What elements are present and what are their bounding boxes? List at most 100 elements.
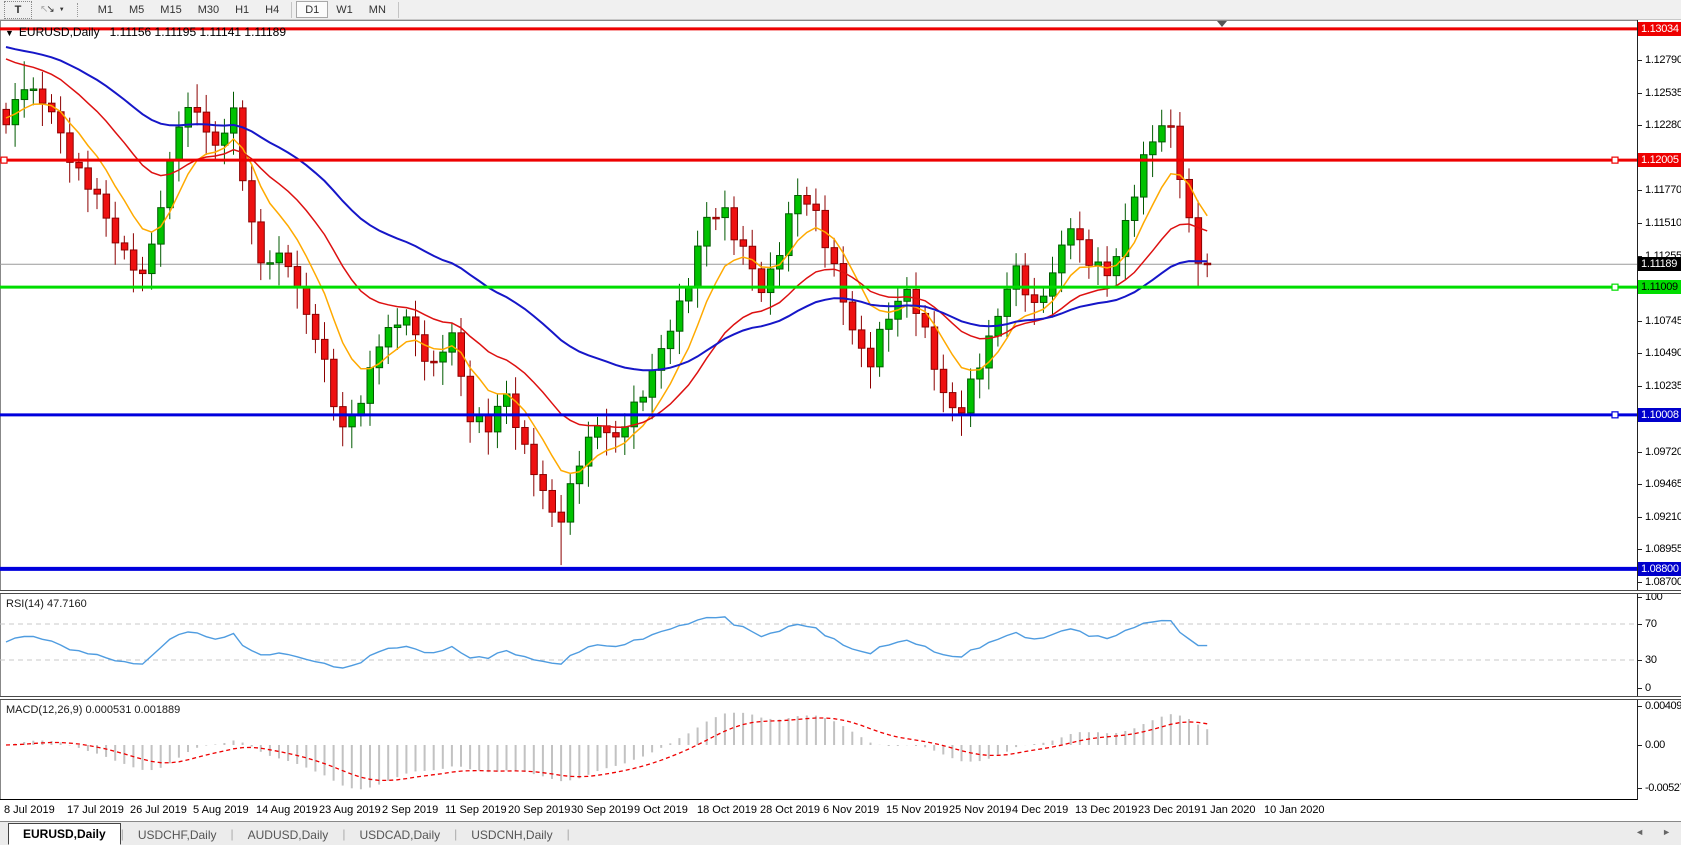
toolbar-separator [397, 1, 399, 18]
chart-title: ▼ EURUSD,Daily 1.11156 1.11195 1.11141 1.1… [5, 25, 286, 39]
chart-tab-AUDUSD[interactable]: AUDUSD,Daily [247, 827, 329, 842]
date-label: 4 Dec 2019 [1012, 804, 1069, 816]
tab-divider: | [454, 826, 458, 841]
pane-separator-macd[interactable] [0, 696, 1681, 700]
macd-axis-tick: 0.00 [1638, 738, 1681, 752]
timeframe-button-M5[interactable]: M5 [129, 3, 145, 16]
tab-scroll-left-button[interactable]: ◄ [1635, 827, 1645, 837]
chevron-down-icon[interactable]: ▼ [58, 6, 65, 13]
tab-divider: | [342, 826, 346, 841]
timeframe-button-M1[interactable]: M1 [97, 3, 114, 16]
price-line-badge: 1.08800 [1638, 561, 1681, 576]
chart-plot-area[interactable] [0, 20, 1637, 800]
price-axis[interactable]: 1.12790 1.12535 1.12280 1.11770 1.11510 1.112… [1637, 20, 1681, 800]
rsi-axis-tick: 100 [1638, 590, 1681, 604]
price-axis-tick: 1.12535 [1638, 86, 1681, 100]
cursor-tool-button[interactable]: ↖ ↘ ▼ [40, 3, 65, 15]
date-label: 2 Sep 2019 [382, 804, 439, 816]
date-label: 11 Sep 2019 [445, 804, 507, 816]
chart-tab-USDCHF[interactable]: USDCHF,Daily [137, 827, 217, 842]
date-label: 23 Dec 2019 [1138, 804, 1201, 816]
date-label: 20 Sep 2019 [508, 804, 571, 816]
price-axis-tick: 1.10235 [1638, 379, 1681, 393]
date-label: 15 Nov 2019 [886, 804, 949, 816]
price-line-badge: 1.11189 [1638, 257, 1681, 272]
price-axis-tick: 1.09720 [1638, 445, 1681, 459]
tabs-container: EURUSD,Daily | USDCHF,Daily | AUDUSD,Daily | U… [0, 822, 570, 845]
date-label: 5 Aug 2019 [193, 804, 249, 816]
date-label: 1 Jan 2020 [1201, 804, 1256, 816]
rsi-axis-tick: 30 [1638, 653, 1681, 667]
date-label: 9 Oct 2019 [634, 804, 688, 816]
price-line-badge: 1.12005 [1638, 153, 1681, 168]
pane-separator-rsi[interactable] [0, 590, 1681, 594]
macd-indicator-label: MACD(12,26,9) 0.000531 0.001889 [6, 704, 181, 716]
hline-handle[interactable] [1611, 283, 1619, 291]
date-label: 25 Nov 2019 [949, 804, 1012, 816]
price-axis-tick: 1.10490 [1638, 346, 1681, 360]
tab-divider: | [120, 826, 124, 841]
price-line-badge: 1.10008 [1638, 407, 1681, 422]
date-label: 10 Jan 2020 [1264, 804, 1325, 816]
timeframe-button-H1[interactable]: H1 [235, 3, 250, 16]
date-label: 28 Oct 2019 [760, 804, 820, 816]
date-label: 6 Nov 2019 [823, 804, 880, 816]
timeframe-button-M30[interactable]: M30 [197, 3, 220, 16]
chart-tab-USDCAD[interactable]: USDCAD,Daily [359, 827, 441, 842]
price-axis-tick: 1.11510 [1638, 216, 1681, 230]
price-axis-tick: 1.11770 [1638, 183, 1681, 197]
tab-divider: | [566, 826, 570, 841]
hline-handle[interactable] [0, 156, 8, 164]
chart-tab-USDCNH[interactable]: USDCNH,Daily [471, 827, 553, 842]
timeframe-button-MN[interactable]: MN [368, 3, 386, 16]
price-axis-tick: 1.08955 [1638, 542, 1681, 556]
ohlc-values: 1.11156 1.11195 1.11141 1.11189 [109, 25, 286, 39]
timeframe-toolbar: M1 M5 M15 M30 H1 H4 D1 W1 MN [90, 1, 403, 18]
tab-scroll-buttons: ◄ ► [1635, 827, 1671, 837]
date-label: 30 Sep 2019 [571, 804, 634, 816]
timeframe-button-M15[interactable]: M15 [160, 3, 182, 16]
price-axis-tick: 1.09465 [1638, 477, 1681, 491]
timeframe-button-H4[interactable]: H4 [265, 3, 280, 16]
macd-axis-tick: -0.005273 [1638, 781, 1681, 795]
macd-axis-tick: 0.004095 [1638, 699, 1681, 713]
toolbar-separator [291, 1, 293, 18]
hline-handle[interactable] [1611, 156, 1619, 164]
tab-divider: | [230, 826, 234, 841]
timeframe-button-W1[interactable]: W1 [336, 3, 353, 16]
macd-histogram [14, 712, 1209, 790]
ma-line-ema-fast [5, 103, 1208, 475]
date-axis[interactable]: 8 Jul 2019 17 Jul 2019 26 Jul 2019 5 Aug 20… [0, 801, 1681, 821]
chart-tab-bar: EURUSD,Daily | USDCHF,Daily | AUDUSD,Daily | U… [0, 821, 1681, 845]
price-axis-tick: 1.08700 [1638, 575, 1681, 589]
price-axis-tick: 1.12790 [1638, 53, 1681, 67]
arrow-up-left-icon: ↖ [40, 3, 49, 15]
chart-marker-icon: ▼ [5, 28, 14, 38]
chart-tab-EURUSD[interactable]: EURUSD,Daily [8, 823, 121, 845]
chart-shift-marker-icon[interactable] [1217, 21, 1227, 27]
arrow-down-right-icon: ↘ [46, 3, 55, 15]
date-label: 18 Oct 2019 [697, 804, 757, 816]
price-axis-tick: 1.09210 [1638, 510, 1681, 524]
date-label: 17 Jul 2019 [67, 804, 124, 816]
price-line-badge: 1.11009 [1638, 280, 1681, 295]
date-label: 13 Dec 2019 [1075, 804, 1138, 816]
price-line-badge: 1.13034 [1638, 21, 1681, 36]
ma-line-ema-mid [5, 58, 1208, 429]
date-label: 14 Aug 2019 [256, 804, 318, 816]
symbol-period-label: EURUSD,Daily [18, 25, 100, 39]
text-tool-button[interactable]: T [4, 0, 32, 19]
hline-handle[interactable] [1611, 411, 1619, 419]
chart-window: ▼ EURUSD,Daily 1.11156 1.11195 1.11141 1.1… [0, 20, 1681, 821]
price-axis-tick: 1.10745 [1638, 314, 1681, 328]
candlestick-series [2, 61, 1212, 566]
tab-scroll-right-button[interactable]: ► [1662, 827, 1671, 837]
toolbar-grip [76, 2, 82, 17]
date-label: 23 Aug 2019 [319, 804, 381, 816]
macd-signal-line [5, 717, 1208, 782]
date-label: 8 Jul 2019 [4, 804, 55, 816]
rsi-line [5, 616, 1208, 669]
rsi-axis-tick: 0 [1638, 681, 1681, 695]
timeframe-button-D1[interactable]: D1 [296, 1, 329, 18]
